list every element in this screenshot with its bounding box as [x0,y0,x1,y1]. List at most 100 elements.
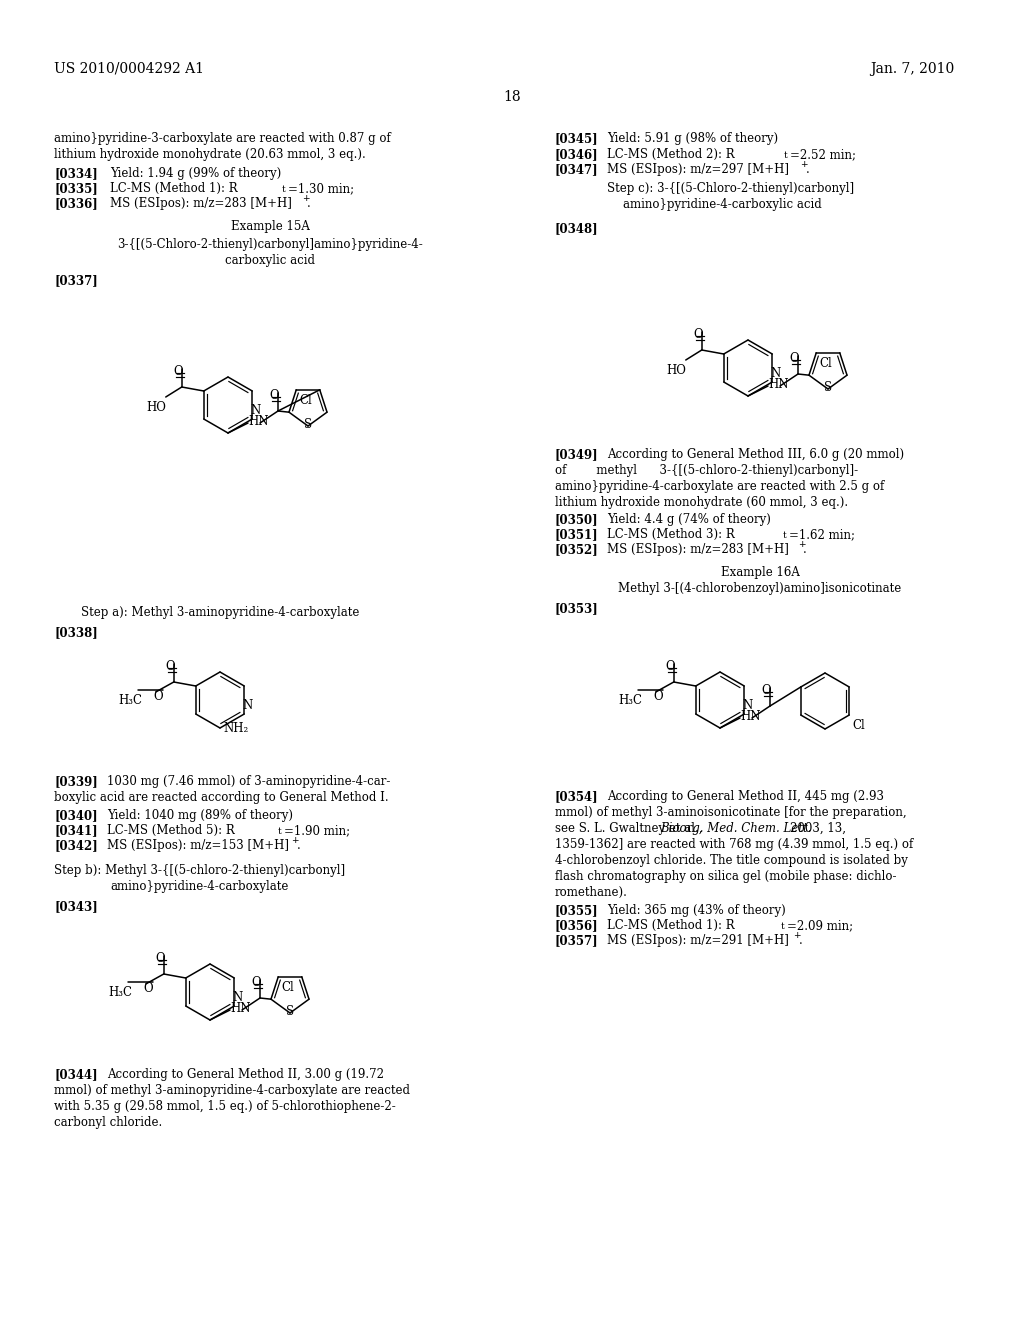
Text: Jan. 7, 2010: Jan. 7, 2010 [870,62,954,77]
Text: Cl: Cl [299,393,312,407]
Text: [0337]: [0337] [54,275,97,286]
Text: lithium hydroxide monohydrate (20.63 mmol, 3 eq.).: lithium hydroxide monohydrate (20.63 mmo… [54,148,366,161]
Text: HO: HO [146,401,167,414]
Text: N: N [232,991,243,1005]
Text: HN: HN [768,378,788,391]
Text: O: O [143,982,154,995]
Text: MS (ESIpos): m/z=297 [M+H]: MS (ESIpos): m/z=297 [M+H] [607,162,790,176]
Text: Example 16A: Example 16A [721,566,800,579]
Text: O: O [173,366,182,378]
Text: [0356]: [0356] [555,919,599,932]
Text: see S. L. Gwaltney et al.,: see S. L. Gwaltney et al., [555,822,702,836]
Text: =1.62 min;: =1.62 min; [790,528,855,541]
Text: [0348]: [0348] [555,222,599,235]
Text: O: O [653,690,664,704]
Text: MS (ESIpos): m/z=283 [M+H]: MS (ESIpos): m/z=283 [M+H] [607,543,788,556]
Text: =2.52 min;: =2.52 min; [790,148,856,161]
Text: LC-MS (Method 1): R: LC-MS (Method 1): R [607,919,734,932]
Text: O: O [251,975,261,989]
Text: t: t [781,921,784,931]
Text: O: O [165,660,174,673]
Text: O: O [269,389,279,403]
Text: O: O [693,327,702,341]
Text: LC-MS (Method 5): R: LC-MS (Method 5): R [106,824,234,837]
Text: LC-MS (Method 3): R: LC-MS (Method 3): R [607,528,735,541]
Text: t: t [784,150,787,160]
Text: [0357]: [0357] [555,935,599,946]
Text: MS (ESIpos): m/z=283 [M+H]: MS (ESIpos): m/z=283 [M+H] [110,197,292,210]
Text: t: t [278,828,282,836]
Text: mmol) of methyl 3-aminopyridine-4-carboxylate are reacted: mmol) of methyl 3-aminopyridine-4-carbox… [54,1084,410,1097]
Text: 18: 18 [503,90,521,104]
Text: Yield: 1040 mg (89% of theory): Yield: 1040 mg (89% of theory) [106,809,293,822]
Text: [0354]: [0354] [555,789,599,803]
Text: [0341]: [0341] [54,824,97,837]
Text: Step a): Methyl 3-aminopyridine-4-carboxylate: Step a): Methyl 3-aminopyridine-4-carbox… [81,606,359,619]
Text: Yield: 365 mg (43% of theory): Yield: 365 mg (43% of theory) [607,904,785,917]
Text: amino}pyridine-4-carboxylate are reacted with 2.5 g of: amino}pyridine-4-carboxylate are reacted… [555,480,885,492]
Text: [0344]: [0344] [54,1068,97,1081]
Text: N: N [250,404,260,417]
Text: [0338]: [0338] [54,626,97,639]
Text: .: . [307,197,310,210]
Text: S: S [286,1005,294,1018]
Text: 2003, 13,: 2003, 13, [790,822,846,836]
Text: =2.09 min;: =2.09 min; [787,919,853,932]
Text: MS (ESIpos): m/z=291 [M+H]: MS (ESIpos): m/z=291 [M+H] [607,935,788,946]
Text: O: O [154,690,164,704]
Text: [0336]: [0336] [54,197,97,210]
Text: LC-MS (Method 1): R: LC-MS (Method 1): R [110,182,238,195]
Text: [0349]: [0349] [555,447,599,461]
Text: N: N [243,700,253,711]
Text: Step b): Methyl 3-{[(5-chloro-2-thienyl)carbonyl]: Step b): Methyl 3-{[(5-chloro-2-thienyl)… [54,865,345,876]
Text: with 5.35 g (29.58 mmol, 1.5 eq.) of 5-chlorothiophene-2-: with 5.35 g (29.58 mmol, 1.5 eq.) of 5-c… [54,1100,395,1113]
Text: H₃C: H₃C [119,694,142,708]
Text: +: + [302,194,309,203]
Text: .: . [806,162,810,176]
Text: [0351]: [0351] [555,528,599,541]
Text: Step c): 3-{[(5-Chloro-2-thienyl)carbonyl]: Step c): 3-{[(5-Chloro-2-thienyl)carbony… [607,182,854,195]
Text: lithium hydroxide monohydrate (60 mmol, 3 eq.).: lithium hydroxide monohydrate (60 mmol, … [555,496,848,510]
Text: flash chromatography on silica gel (mobile phase: dichlo-: flash chromatography on silica gel (mobi… [555,870,896,883]
Text: Yield: 5.91 g (98% of theory): Yield: 5.91 g (98% of theory) [607,132,778,145]
Text: .: . [297,840,301,851]
Text: [0353]: [0353] [555,602,599,615]
Text: [0339]: [0339] [54,775,97,788]
Text: According to General Method II, 445 mg (2.93: According to General Method II, 445 mg (… [607,789,884,803]
Text: HN: HN [230,1002,251,1015]
Text: t: t [282,185,286,194]
Text: carbonyl chloride.: carbonyl chloride. [54,1115,162,1129]
Text: HO: HO [667,364,687,378]
Text: NH₂: NH₂ [223,722,248,735]
Text: +: + [798,540,806,549]
Text: H₃C: H₃C [109,986,133,999]
Text: [0346]: [0346] [555,148,599,161]
Text: [0340]: [0340] [54,809,97,822]
Text: [0347]: [0347] [555,162,599,176]
Text: [0350]: [0350] [555,513,599,525]
Text: amino}pyridine-4-carboxylic acid: amino}pyridine-4-carboxylic acid [623,198,821,211]
Text: Yield: 1.94 g (99% of theory): Yield: 1.94 g (99% of theory) [110,168,282,180]
Text: N: N [770,367,780,380]
Text: Bioorg. Med. Chem. Lett.: Bioorg. Med. Chem. Lett. [660,822,811,836]
Text: amino}pyridine-3-carboxylate are reacted with 0.87 g of: amino}pyridine-3-carboxylate are reacted… [54,132,391,145]
Text: .: . [803,543,807,556]
Text: According to General Method II, 3.00 g (19.72: According to General Method II, 3.00 g (… [106,1068,384,1081]
Text: HN: HN [740,710,761,723]
Text: S: S [824,381,833,393]
Text: +: + [793,931,801,940]
Text: [0345]: [0345] [555,132,599,145]
Text: O: O [790,352,799,366]
Text: N: N [742,700,753,711]
Text: mmol) of methyl 3-aminoisonicotinate [for the preparation,: mmol) of methyl 3-aminoisonicotinate [fo… [555,807,906,818]
Text: O: O [761,684,771,697]
Text: O: O [155,952,165,965]
Text: [0343]: [0343] [54,900,97,913]
Text: =1.30 min;: =1.30 min; [288,182,354,195]
Text: 3-{[(5-Chloro-2-thienyl)carbonyl]amino}pyridine-4-: 3-{[(5-Chloro-2-thienyl)carbonyl]amino}p… [117,238,423,251]
Text: amino}pyridine-4-carboxylate: amino}pyridine-4-carboxylate [111,880,289,894]
Text: Methyl 3-[(4-chlorobenzoyl)amino]isonicotinate: Methyl 3-[(4-chlorobenzoyl)amino]isonico… [618,582,901,595]
Text: H₃C: H₃C [618,694,643,708]
Text: .: . [799,935,803,946]
Text: According to General Method III, 6.0 g (20 mmol): According to General Method III, 6.0 g (… [607,447,904,461]
